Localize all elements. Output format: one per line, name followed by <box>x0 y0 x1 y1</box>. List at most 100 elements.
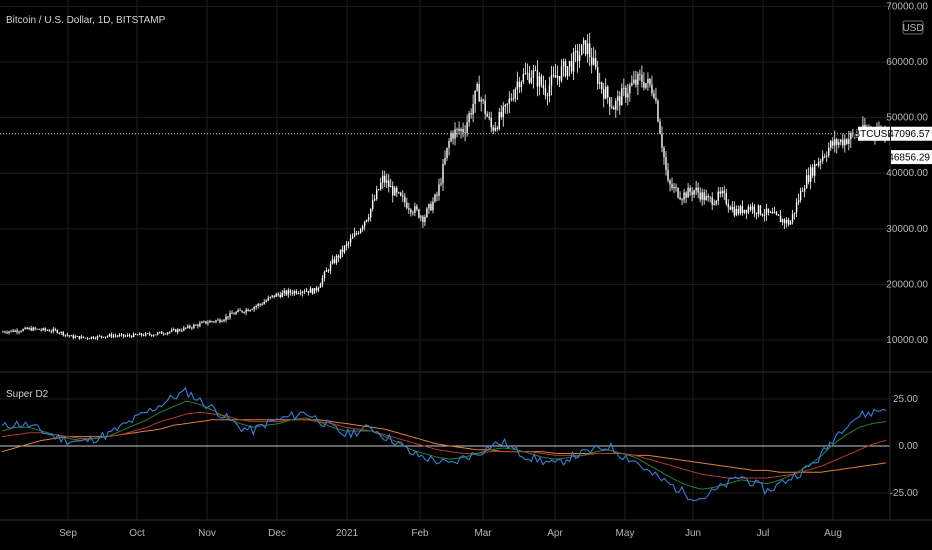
candle-body <box>442 163 444 184</box>
candle-body <box>18 331 20 333</box>
candle-body <box>657 100 659 122</box>
candle-body <box>285 290 287 295</box>
candle-body <box>295 290 298 294</box>
osc-tick-label: -25.00 <box>890 488 919 499</box>
candle-body <box>275 293 277 297</box>
candle-body <box>745 209 748 213</box>
candle-body <box>44 328 46 331</box>
candle-body <box>440 183 442 185</box>
candle-body <box>281 292 283 298</box>
price-tick-label: 70000.00 <box>886 1 928 12</box>
candle-body <box>755 212 758 214</box>
candle-body <box>643 81 645 88</box>
candle-body <box>197 324 199 327</box>
candle-body <box>48 330 50 332</box>
candle-body <box>108 334 111 337</box>
candle-body <box>645 83 647 88</box>
candle-body <box>154 334 157 336</box>
candle-body <box>398 192 400 194</box>
candle-body <box>215 320 217 322</box>
candle-body <box>763 215 766 216</box>
candle-body <box>410 209 412 213</box>
candle-body <box>691 192 693 195</box>
candle-body <box>14 330 16 332</box>
candle-body <box>747 206 750 213</box>
candle-body <box>677 187 679 198</box>
candle-body <box>486 113 488 117</box>
candle-body <box>76 336 79 337</box>
candle-body <box>152 335 155 336</box>
candle-body <box>619 96 621 106</box>
candle-body <box>514 89 517 99</box>
candle-body <box>574 50 577 53</box>
candle-body <box>42 328 44 331</box>
candle-body <box>807 174 810 182</box>
candle-body <box>209 321 211 323</box>
candle-body <box>175 329 177 333</box>
candle-body <box>414 206 416 213</box>
candle-body <box>546 95 549 97</box>
candle-body <box>842 139 844 146</box>
candle-body <box>639 73 641 75</box>
candle-body <box>856 134 858 137</box>
time-tick-label: Aug <box>824 528 842 539</box>
candle-body <box>243 312 245 313</box>
candle-body <box>88 338 91 340</box>
candle-body <box>530 77 533 83</box>
candle-body <box>120 334 123 336</box>
price-candles[interactable] <box>2 32 886 341</box>
candle-body <box>466 122 468 133</box>
candle-body <box>741 205 744 214</box>
symbol-title[interactable]: Bitcoin / U.S. Dollar, 1D, BITSTAMP <box>6 15 166 26</box>
candle-body <box>524 73 527 75</box>
candle-body <box>661 133 663 148</box>
candle-body <box>309 288 312 293</box>
candle-body <box>371 200 374 209</box>
candle-body <box>217 319 219 321</box>
candle-body <box>496 127 498 129</box>
time-axis[interactable]: Sep Oct Nov Dec 2021 Feb Mar Apr May Jun Jul Aug <box>59 528 842 539</box>
candle-body <box>586 43 589 55</box>
candle-body <box>544 88 547 96</box>
candle-body <box>287 290 289 295</box>
candle-body <box>128 335 131 336</box>
candle-body <box>396 187 398 193</box>
candle-body <box>625 87 627 98</box>
candle-body <box>263 301 265 305</box>
candle-body <box>98 335 101 337</box>
candle-body <box>548 85 551 97</box>
candle-body <box>211 321 213 322</box>
prev-price-label: 46856.29 <box>888 153 930 164</box>
oscillator-axis[interactable]: 25.00 0.00 -25.00 <box>890 394 919 499</box>
candle-body <box>124 335 127 337</box>
candle-body <box>422 216 424 223</box>
candle-body <box>225 316 227 320</box>
candle-body <box>584 40 587 55</box>
indicator-title[interactable]: Super D2 <box>6 389 49 400</box>
candle-body <box>94 338 97 340</box>
candle-body <box>588 43 591 58</box>
candle-body <box>271 295 273 297</box>
candle-body <box>488 116 490 119</box>
candle-body <box>130 335 133 338</box>
candle-body <box>578 55 581 61</box>
candle-body <box>757 205 760 214</box>
candle-body <box>289 290 292 293</box>
candle-body <box>378 189 380 191</box>
candle-body <box>291 292 294 294</box>
candle-body <box>828 147 830 156</box>
candle-body <box>653 93 655 98</box>
currency-badge[interactable]: USD <box>902 20 924 35</box>
price-axis[interactable]: 70000.00 60000.00 50000.00 40000.00 30000.00… <box>886 1 928 346</box>
candle-body <box>550 75 553 86</box>
candle-body <box>12 330 14 332</box>
candle-body <box>601 82 603 90</box>
candle-body <box>709 197 711 199</box>
candle-body <box>213 321 215 323</box>
candle-body <box>526 72 529 74</box>
super-d2-lines[interactable] <box>1 387 887 502</box>
candle-body <box>554 74 557 78</box>
candle-body <box>822 156 824 161</box>
candle-body <box>594 58 597 68</box>
